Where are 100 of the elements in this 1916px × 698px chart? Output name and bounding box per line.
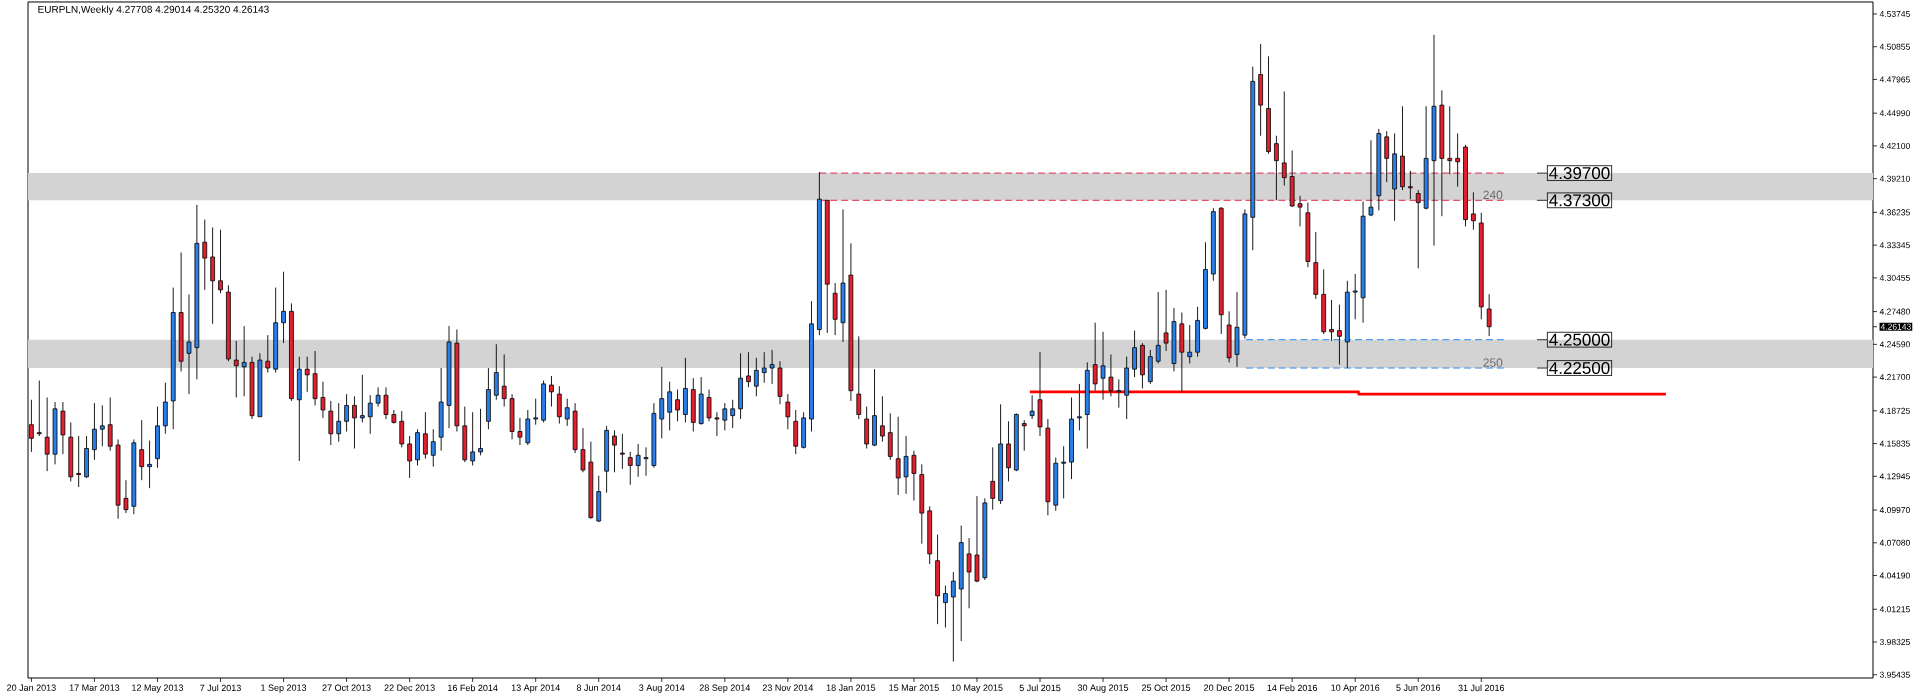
y-tick-label: 4.26143 (1880, 323, 1911, 330)
candlestick (525, 409, 531, 446)
candlestick (517, 417, 523, 446)
y-tick-label: 4.15835 (1879, 440, 1910, 447)
candlestick (533, 398, 539, 426)
candlestick (76, 435, 82, 488)
candlestick (635, 443, 641, 478)
x-tick-label: 20 Jan 2013 (7, 684, 56, 691)
x-tick-label: 13 Apr 2014 (511, 684, 560, 693)
x-tick-label: 16 Feb 2014 (448, 684, 498, 692)
candlestick (99, 404, 105, 447)
chart-title: EURPLN,Weekly 4.27708 4.29014 4.25320 4.26143 (38, 5, 269, 15)
candlestick (36, 380, 42, 437)
candlestick (675, 389, 680, 422)
candlestick (706, 389, 712, 422)
candlestick (659, 366, 665, 439)
x-tick-label: 1 Sep 2013 (261, 684, 307, 693)
y-tick-label: 4.36235 (1879, 209, 1910, 216)
candlestick (359, 374, 365, 423)
candlestick (1092, 322, 1098, 392)
annotation: 4.39700 (1549, 167, 1610, 180)
x-tick-label: 14 Feb 2016 (1267, 684, 1318, 692)
candlestick (556, 385, 562, 425)
x-tick-label: 15 Mar 2015 (889, 684, 939, 691)
candlestick (501, 353, 507, 408)
candlestick (990, 446, 996, 511)
candlestick (344, 393, 349, 432)
annotation: 4.25000 (1549, 333, 1610, 346)
candlestick (856, 335, 862, 420)
candlestick (375, 386, 381, 408)
y-tick-label: 4.24590 (1879, 341, 1910, 348)
candlestick (423, 411, 428, 460)
candlestick (1108, 353, 1114, 397)
candlestick (383, 386, 389, 420)
candlestick (911, 450, 917, 502)
candlestick (785, 393, 791, 430)
candlestick (202, 219, 208, 291)
x-tick-label: 3 Aug 2014 (639, 684, 685, 693)
candlestick (233, 340, 239, 398)
band-label: 250 (1483, 358, 1503, 367)
candlestick (304, 356, 310, 393)
x-tick-label: 28 Sep 2014 (699, 684, 751, 693)
x-tick-label: 20 Dec 2015 (1204, 684, 1255, 691)
candlestick (44, 397, 50, 472)
candlestick (714, 411, 720, 437)
candlestick (612, 429, 617, 473)
candlestick (564, 398, 570, 427)
y-tick-label: 4.30455 (1879, 274, 1910, 281)
candlestick (241, 325, 247, 397)
candlestick (1132, 330, 1137, 378)
candlestick (667, 381, 673, 431)
annotation: 4.22500 (1549, 362, 1610, 375)
candlestick (730, 399, 736, 429)
candlestick (92, 402, 97, 461)
x-tick-label: 7 Jul 2013 (200, 684, 241, 692)
candlestick (123, 479, 129, 514)
y-tick-label: 4.18725 (1879, 407, 1910, 414)
y-tick-label: 4.04190 (1879, 572, 1910, 579)
y-tick-label: 4.27480 (1879, 308, 1910, 315)
candlestick (1077, 383, 1082, 431)
x-tick-label: 30 Aug 2015 (1077, 684, 1129, 693)
y-tick-label: 4.47965 (1879, 76, 1910, 83)
candlestick (643, 446, 649, 477)
candlestick (1337, 304, 1342, 366)
y-tick-label: 4.12945 (1879, 473, 1910, 480)
y-tick-label: 4.07080 (1879, 539, 1910, 546)
candlestick (493, 343, 499, 401)
candlestick (1281, 91, 1287, 187)
x-tick-label: 12 May 2013 (132, 684, 184, 693)
y-tick-label: 4.53745 (1879, 10, 1910, 17)
candlestick (186, 293, 192, 395)
candlestick (1486, 293, 1492, 337)
candlestick (753, 357, 759, 397)
x-tick-label: 10 May 2015 (951, 684, 1003, 693)
candlestick (147, 440, 152, 489)
candlestick (722, 402, 728, 431)
candlestick (1455, 133, 1460, 188)
candlestick (903, 435, 909, 495)
candlestick (1368, 139, 1374, 217)
candlestick (478, 408, 483, 456)
candlestick (1021, 419, 1027, 452)
x-tick-label: 17 Mar 2013 (69, 684, 120, 691)
y-tick-label: 4.39210 (1879, 175, 1910, 182)
candlestick (328, 400, 334, 446)
candlestick (761, 351, 767, 384)
x-tick-label: 8 Jun 2014 (576, 684, 621, 691)
y-tick-label: 4.50855 (1879, 43, 1910, 50)
annotation: 4.37300 (1549, 194, 1610, 207)
candlestick (620, 433, 625, 470)
y-tick-label: 4.42100 (1879, 142, 1910, 149)
candlestick (1155, 291, 1161, 364)
candlestick (627, 451, 633, 486)
candlestick (218, 229, 223, 294)
x-tick-label: 27 Oct 2013 (322, 684, 371, 691)
candlestick (895, 416, 901, 496)
candlestick (746, 351, 751, 388)
candlestick (60, 401, 66, 455)
candlestick (943, 585, 948, 629)
candlestick (950, 571, 956, 662)
y-tick-label: 3.98325 (1879, 639, 1910, 646)
